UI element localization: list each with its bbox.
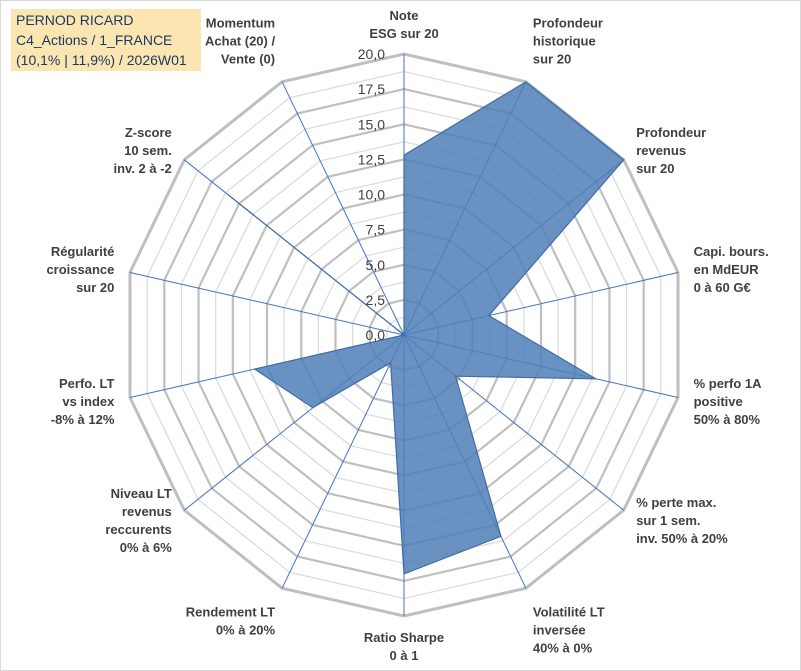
axis-label: Profondeur revenus sur 20 (636, 125, 706, 176)
tick-label: 5,0 (366, 257, 386, 273)
axis-label-line: sur 1 sem. (636, 513, 700, 528)
tick-label: 12,5 (358, 151, 385, 167)
axis-label-line: % perfo 1A (694, 376, 763, 391)
axis-label-line: sur 20 (76, 280, 114, 295)
axis-label-line: -8% à 12% (51, 412, 115, 427)
axis-label-line: sur 20 (533, 51, 571, 66)
axis-label-line: 50% à 80% (694, 412, 761, 427)
axis-label-line: Achat (20) / (205, 33, 275, 48)
axis-label: Profondeur historique sur 20 (533, 15, 603, 66)
axis-label: Momentum Achat (20) / Vente (0) (205, 15, 275, 66)
axis-label-line: Volatilité LT (533, 605, 605, 620)
axis-label: Perfo. LT vs index -8% à 12% (51, 376, 115, 427)
axis-label-line: inv. 2 à -2 (114, 161, 172, 176)
radar-series (227, 81, 625, 575)
axis-label: Volatilité LT inversée 40% à 0% (533, 605, 605, 656)
axis-label-line: reccurents (105, 522, 171, 537)
axis-label-line: ESG sur 20 (369, 26, 438, 41)
axis-label: Niveau LT revenus reccurents 0% à 6% (105, 486, 172, 555)
tick-label: 2,5 (366, 292, 386, 308)
axis-label-line: 40% à 0% (533, 641, 593, 656)
axis-label-line: en MdEUR (694, 262, 760, 277)
title-line-company: PERNOD RICARD (16, 12, 134, 28)
axis-label-line: 0% à 6% (120, 540, 172, 555)
axis-label-line: inversée (533, 623, 586, 638)
axis-label-line: Perfo. LT (59, 376, 114, 391)
radial-tick-labels: 0,0 2,5 5,0 7,5 10,0 12,5 15,0 17,5 20,0 (358, 46, 385, 343)
axis-label-line: croissance (46, 262, 114, 277)
axis-label-line: % perte max. (636, 495, 716, 510)
axis-label-line: 10 sem. (124, 143, 172, 158)
title-box: PERNOD RICARD C4_Actions / 1_FRANCE (10,… (11, 9, 201, 71)
axis-label-line: vs index (62, 394, 115, 409)
axis-labels: Note ESG sur 20 Profondeur historique sur 20… (46, 8, 768, 663)
axis-label-line: Profondeur (533, 15, 603, 30)
axis-spoke (281, 81, 405, 336)
axis-label: Capi. bours. en MdEUR 0 à 60 G€ (694, 244, 769, 295)
axis-label-line: Momentum (206, 15, 275, 30)
tick-label: 17,5 (358, 81, 385, 97)
axis-label: Ratio Sharpe 0 à 1 (364, 630, 444, 663)
axis-label: % perfo 1A positive 50% à 80% (694, 376, 763, 427)
tick-label: 20,0 (358, 46, 385, 62)
axis-label-line: sur 20 (636, 161, 674, 176)
series-area (227, 81, 625, 575)
axis-label: Z-score 10 sem. inv. 2 à -2 (114, 125, 172, 176)
tick-label: 10,0 (358, 187, 385, 203)
axis-spoke (281, 334, 405, 589)
tick-label: 15,0 (358, 116, 385, 132)
axis-label-line: Profondeur (636, 125, 706, 140)
axis-spoke (129, 272, 405, 336)
tick-label: 0,0 (366, 327, 386, 343)
axis-label: Rendement LT 0% à 20% (186, 605, 276, 638)
axis-label-line: Vente (0) (221, 51, 275, 66)
tick-label: 7,5 (366, 222, 386, 238)
axis-label-line: 0 à 60 G€ (694, 280, 751, 295)
axis-label-line: revenus (636, 143, 686, 158)
axis-label-line: revenus (122, 504, 172, 519)
axis-label-line: positive (694, 394, 743, 409)
axis-label: Régularité croissance sur 20 (46, 244, 114, 295)
axis-label-line: Ratio Sharpe (364, 630, 444, 645)
title-line-stats: (10,1% | 11,9%) / 2026W01 (16, 52, 187, 68)
axis-label: Note ESG sur 20 (369, 8, 438, 41)
axis-label-line: Capi. bours. (694, 244, 769, 259)
axis-label: % perte max. sur 1 sem. inv. 50% à 20% (636, 495, 728, 546)
axis-label-line: Rendement LT (186, 605, 275, 620)
axis-label-line: Régularité (51, 244, 115, 259)
axis-label-line: 0 à 1 (390, 648, 419, 663)
axis-label-line: historique (533, 33, 596, 48)
axis-label-line: Z-score (125, 125, 172, 140)
axis-label-line: inv. 50% à 20% (636, 531, 728, 546)
title-line-category: C4_Actions / 1_FRANCE (16, 32, 173, 48)
axis-label-line: Niveau LT (111, 486, 172, 501)
axis-label-line: Note (390, 8, 419, 23)
axis-label-line: 0% à 20% (216, 623, 276, 638)
